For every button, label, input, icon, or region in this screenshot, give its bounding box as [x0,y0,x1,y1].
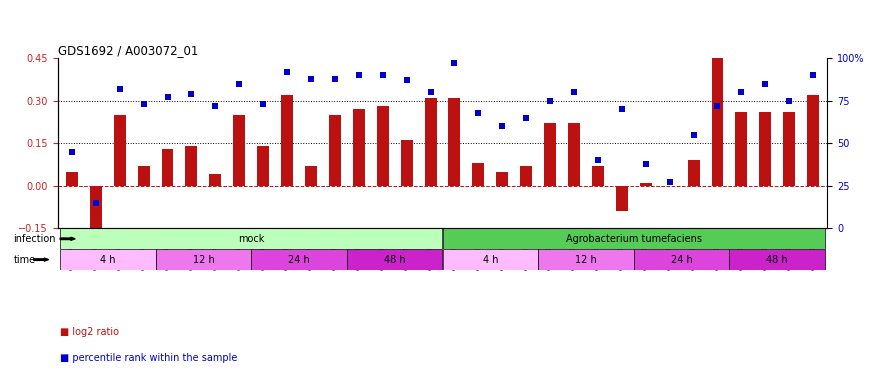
Bar [735,112,747,186]
Point [663,179,677,185]
Bar [634,249,729,270]
Point [65,149,79,155]
Bar [186,146,197,186]
Bar [305,166,317,186]
Point [687,132,701,138]
Bar [442,228,825,249]
Point [782,98,796,104]
Point [136,101,150,107]
Point [208,103,222,109]
Point [327,75,342,81]
Bar [496,172,508,186]
Bar [442,249,538,270]
Bar [688,160,699,186]
Bar [234,115,245,186]
Point [496,123,510,129]
Bar [759,112,772,186]
Bar [616,186,627,211]
Bar [65,172,78,186]
Bar [353,109,365,186]
Bar [156,249,251,270]
Bar [113,115,126,186]
Point [423,89,437,95]
Bar [251,249,347,270]
Point [160,94,174,100]
Bar [449,98,460,186]
Text: ■ log2 ratio: ■ log2 ratio [60,327,119,337]
Text: 4 h: 4 h [100,255,115,265]
Point [591,157,605,163]
Bar [329,115,341,186]
Bar [281,95,293,186]
Bar [162,149,173,186]
Bar [538,249,634,270]
Bar [401,140,412,186]
Point [375,72,389,78]
Bar [520,166,532,186]
Bar [544,123,556,186]
Bar [568,123,580,186]
Point [304,75,318,81]
Bar [258,146,269,186]
Point [543,98,558,104]
Point [567,89,581,95]
Bar [377,106,389,186]
Point [88,200,103,206]
Text: 4 h: 4 h [482,255,498,265]
Point [351,72,366,78]
Point [735,89,749,95]
Point [280,69,294,75]
Text: Agrobacterium tumefaciens: Agrobacterium tumefaciens [566,234,702,244]
Point [519,115,534,121]
Text: 48 h: 48 h [384,255,405,265]
Bar [807,95,820,186]
Bar [138,166,150,186]
Bar [89,186,102,237]
Point [256,101,270,107]
Point [711,103,725,109]
Text: 12 h: 12 h [193,255,214,265]
Text: 24 h: 24 h [289,255,310,265]
Bar [347,249,442,270]
Point [639,160,653,166]
Point [758,81,773,87]
Bar [592,166,604,186]
Bar [425,98,436,186]
Point [184,91,198,97]
Bar [210,174,221,186]
Bar [473,163,484,186]
Point [112,86,127,92]
Bar [60,249,156,270]
Bar [729,249,825,270]
Text: GDS1692 / A003072_01: GDS1692 / A003072_01 [58,44,198,57]
Point [472,110,486,116]
Point [448,60,462,66]
Point [399,77,413,83]
Text: time: time [13,255,35,265]
Point [615,106,629,112]
Bar [640,183,651,186]
Point [232,81,246,87]
Text: 12 h: 12 h [575,255,596,265]
Bar [60,228,442,249]
Text: ■ percentile rank within the sample: ■ percentile rank within the sample [60,353,237,363]
Text: 24 h: 24 h [671,255,692,265]
Text: mock: mock [238,234,265,244]
Text: infection: infection [13,234,56,244]
Bar [783,112,796,186]
Bar [712,0,723,186]
Point [806,72,820,78]
Text: 48 h: 48 h [766,255,788,265]
